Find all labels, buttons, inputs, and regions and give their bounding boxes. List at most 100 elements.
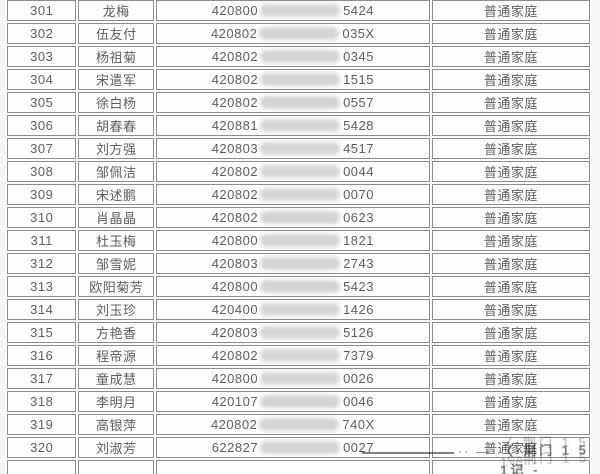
id-prefix: 420803 — [211, 256, 259, 272]
id-prefix: 420800 — [211, 3, 259, 19]
person-name-cell: 李明月 — [78, 391, 154, 412]
id-suffix: 5428 — [343, 118, 374, 134]
person-name-cell: 邹雪妮 — [78, 253, 154, 274]
table-row: 316 程帝源 420802 7379 普通家庭 — [7, 345, 590, 366]
table-row: 304 宋遣军 420802 1515 普通家庭 — [7, 69, 590, 90]
row-number-cell: 317 — [7, 368, 77, 389]
redacted-id-blur — [260, 72, 341, 86]
id-prefix: 420802 — [211, 72, 259, 88]
id-prefix: 420802 — [211, 49, 259, 65]
table-row-partial — [7, 460, 590, 474]
id-prefix: 420802 — [210, 26, 258, 42]
id-suffix: 0044 — [343, 164, 374, 180]
family-category-cell: 普通家庭 — [431, 207, 590, 228]
person-name-cell: 胡春春 — [78, 115, 154, 136]
redacted-id-blur — [260, 394, 341, 408]
row-number-cell: 311 — [7, 230, 77, 251]
person-name-cell: 宋述鹏 — [78, 184, 154, 205]
id-suffix: 0623 — [343, 210, 374, 226]
row-number-cell: 309 — [7, 184, 77, 205]
person-name-cell: 刘玉珍 — [78, 299, 154, 320]
id-prefix: 420400 — [211, 302, 259, 318]
id-suffix: 1821 — [343, 233, 374, 249]
family-category-cell: 普通家庭 — [431, 69, 590, 90]
family-category-cell: 普通家庭 — [431, 138, 590, 159]
family-category-cell: 普通家庭 — [431, 46, 590, 67]
id-number-cell: 420802 7379 — [156, 345, 430, 366]
row-number-cell: 301 — [7, 0, 77, 21]
person-name-cell: 欧阳菊芳 — [78, 276, 154, 297]
id-suffix: 0026 — [343, 371, 374, 387]
id-number-cell: 622827 0027 — [156, 437, 430, 458]
id-number-cell: 420802 0070 — [156, 184, 430, 205]
empty-cell — [7, 460, 77, 474]
redacted-id-blur — [260, 118, 341, 132]
redacted-id-blur — [260, 141, 341, 155]
redacted-id-blur — [260, 187, 341, 201]
id-number-cell: 420802 035X — [156, 23, 430, 44]
table-row: 311 杜玉梅 420800 1821 普通家庭 — [7, 230, 590, 251]
id-number-cell: 420803 2743 — [156, 253, 430, 274]
redacted-id-blur — [260, 279, 341, 293]
family-category-cell: 普通家庭 — [431, 230, 590, 251]
id-prefix: 420881 — [211, 118, 259, 134]
id-number-cell: 420802 0557 — [156, 92, 430, 113]
person-name-cell: 高银萍 — [78, 414, 154, 435]
id-number-cell: 420802 0345 — [156, 46, 430, 67]
id-suffix: 035X — [342, 26, 375, 42]
person-name-cell: 程帝源 — [78, 345, 154, 366]
row-number-cell: 312 — [7, 253, 77, 274]
id-prefix: 420800 — [211, 279, 259, 295]
table-row: 313 欧阳菊芳 420800 5423 普通家庭 — [7, 276, 590, 297]
id-prefix: 420802 — [211, 210, 259, 226]
empty-cell — [78, 460, 154, 474]
family-category-cell: 普通家庭 — [431, 276, 590, 297]
table-row: 309 宋述鹏 420802 0070 普通家庭 — [7, 184, 590, 205]
table-row: 307 刘方强 420803 4517 普通家庭 — [7, 138, 590, 159]
row-number-cell: 305 — [7, 92, 77, 113]
id-suffix: 0027 — [343, 440, 374, 456]
id-number-cell: 420802 740X — [156, 414, 430, 435]
family-category-cell: 普通家庭 — [431, 253, 590, 274]
id-suffix: 0070 — [343, 187, 374, 203]
table-row: 301 龙梅 420800 5424 普通家庭 — [7, 0, 590, 21]
family-category-cell: 普通家庭 — [431, 115, 590, 136]
row-number-cell: 304 — [7, 69, 77, 90]
row-number-cell: 319 — [7, 414, 77, 435]
person-name-cell: 龙梅 — [78, 0, 154, 21]
redacted-id-blur — [260, 95, 341, 109]
table-row: 303 杨祖菊 420802 0345 普通家庭 — [7, 46, 590, 67]
family-category-cell: 普通家庭 — [431, 299, 590, 320]
table-row: 312 邹雪妮 420803 2743 普通家庭 — [7, 253, 590, 274]
family-category-cell: 普通家庭 — [431, 0, 590, 21]
redacted-id-blur — [260, 348, 341, 362]
table-row: 320 刘淑芳 622827 0027 普通家庭 — [7, 437, 590, 458]
redacted-id-blur — [259, 26, 340, 40]
id-suffix: 7379 — [343, 348, 374, 364]
row-number-cell: 315 — [7, 322, 77, 343]
id-suffix: 1426 — [343, 302, 374, 318]
redacted-id-blur — [260, 371, 341, 385]
id-suffix: 0557 — [343, 95, 374, 111]
id-suffix: 740X — [342, 417, 375, 433]
family-category-cell: 普通家庭 — [431, 161, 590, 182]
row-number-cell: 302 — [7, 23, 77, 44]
id-number-cell: 420802 0623 — [156, 207, 430, 228]
empty-cell — [156, 460, 430, 474]
id-number-cell: 420800 0026 — [156, 368, 430, 389]
table-row: 318 李明月 420107 0046 普通家庭 — [7, 391, 590, 412]
table-row: 319 高银萍 420802 740X 普通家庭 — [7, 414, 590, 435]
id-number-cell: 420802 1515 — [156, 69, 430, 90]
id-suffix: 5423 — [343, 279, 374, 295]
id-suffix: 5424 — [343, 3, 374, 19]
id-suffix: 1515 — [343, 72, 374, 88]
family-roster-table: 301 龙梅 420800 5424 普通家庭 302 伍友付 420802 035X 普通家庭 3… — [5, 0, 592, 474]
id-prefix: 420802 — [211, 187, 259, 203]
person-name-cell: 肖晶晶 — [78, 207, 154, 228]
row-number-cell: 310 — [7, 207, 77, 228]
person-name-cell: 刘淑芳 — [78, 437, 154, 458]
id-number-cell: 420400 1426 — [156, 299, 430, 320]
redacted-id-blur — [260, 49, 341, 63]
redacted-id-blur — [260, 440, 341, 454]
